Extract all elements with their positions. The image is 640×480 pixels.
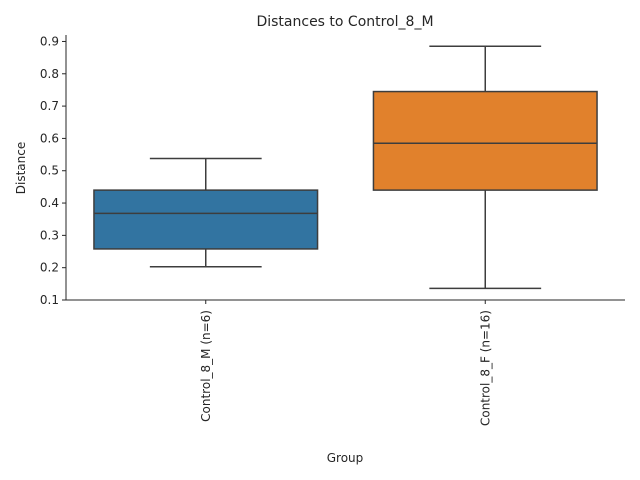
y-tick-label: 0.3 bbox=[40, 228, 59, 242]
y-tick-label: 0.5 bbox=[40, 164, 59, 178]
y-tick-label: 0.4 bbox=[40, 196, 59, 210]
x-axis: Control_8_M (n=6) Control_8_F (n=16) bbox=[66, 299, 625, 426]
x-tick-label: Control_8_M (n=6) bbox=[199, 310, 213, 422]
y-axis: 0.1 0.2 0.3 0.4 0.5 0.6 0.7 0.8 0.9 bbox=[40, 34, 67, 307]
chart-title: Distances to Control_8_M bbox=[256, 14, 433, 30]
x-tick-label: Control_8_F (n=16) bbox=[478, 310, 492, 426]
y-axis-title: Distance bbox=[14, 142, 28, 194]
box-iqr bbox=[93, 189, 319, 250]
x-axis-title: Group bbox=[327, 451, 364, 465]
box-group bbox=[372, 45, 598, 290]
y-tick-label: 0.2 bbox=[40, 261, 59, 275]
y-tick-label: 0.8 bbox=[40, 67, 59, 81]
box-group bbox=[93, 157, 319, 268]
y-tick-label: 0.9 bbox=[40, 34, 59, 48]
box-series bbox=[93, 45, 598, 290]
box-iqr bbox=[372, 90, 598, 191]
y-tick-label: 0.6 bbox=[40, 131, 59, 145]
y-tick-label: 0.7 bbox=[40, 99, 59, 113]
y-tick-label: 0.1 bbox=[40, 293, 59, 307]
